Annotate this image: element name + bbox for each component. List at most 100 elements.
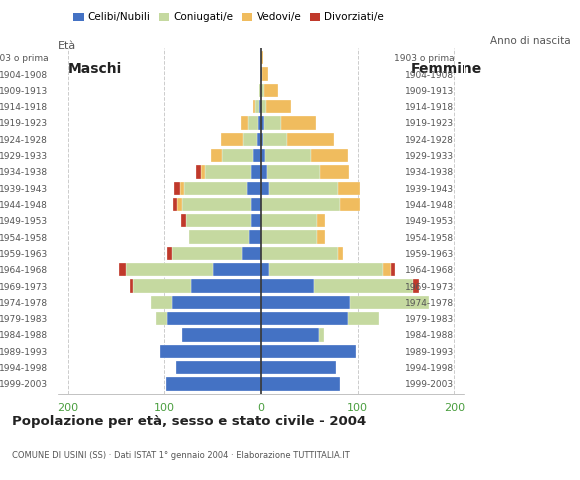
Bar (261, 377, 340, 391)
Bar (317, 214, 325, 228)
Bar (265, 149, 311, 162)
Bar (246, 181, 261, 195)
Bar (186, 214, 251, 228)
Bar (267, 165, 320, 179)
Bar (172, 296, 261, 309)
Bar (261, 116, 264, 130)
Bar (261, 296, 350, 309)
Bar (281, 116, 316, 130)
Bar (257, 132, 261, 146)
Bar (390, 263, 396, 276)
Text: Femmine: Femmine (411, 62, 482, 76)
Bar (258, 116, 261, 130)
Bar (160, 345, 261, 358)
Bar (261, 132, 263, 146)
Bar (338, 247, 343, 260)
Bar (222, 132, 242, 146)
Bar (253, 100, 255, 113)
Bar (261, 181, 269, 195)
Bar (253, 149, 261, 162)
Bar (190, 230, 249, 244)
Bar (126, 263, 213, 276)
Bar (182, 198, 251, 211)
Bar (182, 328, 261, 342)
Bar (319, 328, 324, 342)
Bar (174, 181, 180, 195)
Bar (264, 116, 281, 130)
Text: Anno di nascita: Anno di nascita (490, 36, 571, 46)
Bar (264, 84, 278, 97)
Legend: Celibi/Nubili, Coniugati/e, Vedovi/e, Divorziati/e: Celibi/Nubili, Coniugati/e, Vedovi/e, Di… (69, 8, 388, 26)
Bar (205, 165, 251, 179)
Bar (261, 149, 265, 162)
Bar (261, 198, 340, 211)
Bar (413, 279, 419, 293)
Bar (251, 214, 261, 228)
Bar (261, 263, 269, 276)
Bar (261, 214, 317, 228)
Bar (261, 51, 263, 64)
Bar (167, 312, 261, 325)
Bar (259, 84, 261, 97)
Bar (151, 296, 172, 309)
Bar (181, 214, 186, 228)
Bar (261, 67, 262, 81)
Bar (184, 181, 246, 195)
Bar (348, 312, 379, 325)
Bar (173, 198, 177, 211)
Bar (314, 279, 413, 293)
Bar (201, 165, 205, 179)
Bar (320, 165, 349, 179)
Bar (211, 149, 222, 162)
Bar (338, 181, 360, 195)
Bar (263, 132, 287, 146)
Bar (251, 165, 261, 179)
Bar (242, 132, 257, 146)
Bar (266, 100, 291, 113)
Bar (191, 279, 261, 293)
Bar (180, 181, 184, 195)
Bar (248, 116, 258, 130)
Bar (261, 279, 314, 293)
Text: Maschi: Maschi (68, 62, 122, 76)
Bar (249, 230, 261, 244)
Bar (155, 312, 167, 325)
Bar (261, 165, 267, 179)
Bar (222, 149, 253, 162)
Bar (172, 247, 242, 260)
Bar (166, 377, 261, 391)
Bar (311, 149, 348, 162)
Bar (261, 100, 266, 113)
Bar (262, 67, 268, 81)
Text: Età: Età (58, 41, 76, 51)
Bar (269, 181, 338, 195)
Bar (350, 296, 429, 309)
Bar (261, 247, 338, 260)
Bar (133, 279, 191, 293)
Bar (269, 263, 383, 276)
Bar (261, 328, 319, 342)
Bar (287, 132, 334, 146)
Bar (255, 100, 259, 113)
Text: COMUNE DI USINI (SS) · Dati ISTAT 1° gennaio 2004 · Elaborazione TUTTITALIA.IT: COMUNE DI USINI (SS) · Dati ISTAT 1° gen… (12, 451, 349, 460)
Bar (261, 230, 317, 244)
Bar (196, 165, 201, 179)
Bar (213, 263, 261, 276)
Bar (241, 116, 248, 130)
Bar (261, 361, 336, 374)
Bar (261, 312, 348, 325)
Bar (340, 198, 360, 211)
Bar (176, 361, 261, 374)
Bar (242, 247, 261, 260)
Bar (261, 84, 264, 97)
Bar (129, 279, 133, 293)
Text: Popolazione per età, sesso e stato civile - 2004: Popolazione per età, sesso e stato civil… (12, 415, 366, 428)
Bar (317, 230, 325, 244)
Bar (177, 198, 182, 211)
Bar (167, 247, 172, 260)
Bar (119, 263, 126, 276)
Bar (383, 263, 390, 276)
Bar (259, 100, 261, 113)
Bar (261, 345, 356, 358)
Bar (251, 198, 261, 211)
